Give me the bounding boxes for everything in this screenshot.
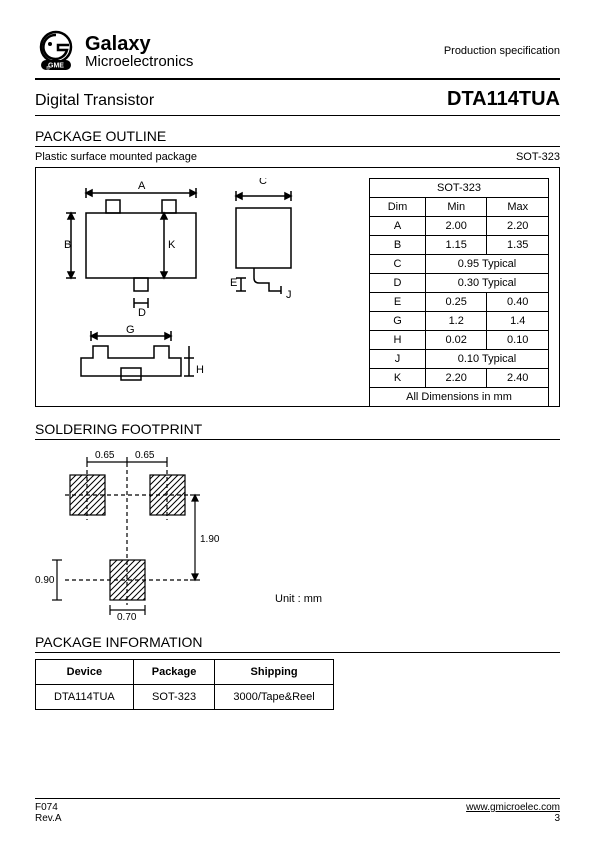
dim-cell: 2.20: [425, 369, 486, 388]
svg-text:A: A: [138, 180, 146, 192]
footer-url: www.gmicroelec.com: [466, 802, 560, 813]
dim-cell: H: [370, 331, 426, 350]
dim-cell: J: [370, 350, 426, 369]
dim-row: D0.30 Typical: [370, 274, 549, 293]
dim-row: C0.95 Typical: [370, 255, 549, 274]
footer-rev: Rev.A: [35, 813, 62, 824]
dim-cell: 0.40: [487, 293, 549, 312]
title-rule: [35, 115, 560, 116]
dim-row: A2.002.20: [370, 217, 549, 236]
pkginfo-device: DTA114TUA: [36, 685, 134, 710]
dim-cell: 1.4: [487, 312, 549, 331]
dim-cell: A: [370, 217, 426, 236]
dim-cell: D: [370, 274, 426, 293]
footer-left: F074 Rev.A: [35, 802, 62, 824]
brand-name-top: Galaxy: [85, 34, 193, 54]
brand-name-bottom: Microelectronics: [85, 54, 193, 69]
dim-row: J0.10 Typical: [370, 350, 549, 369]
title-row: Digital Transistor DTA114TUA: [35, 88, 560, 111]
dimension-table: SOT-323 Dim Min Max A2.002.20B1.151.35C0…: [369, 178, 549, 407]
dim-col-min: Min: [425, 198, 486, 217]
package-description: Plastic surface mounted package: [35, 151, 197, 163]
dim-cell: 2.20: [487, 217, 549, 236]
svg-text:D: D: [138, 307, 146, 319]
footer-right: www.gmicroelec.com 3: [466, 802, 560, 824]
page-header: GME ® Galaxy Microelectronics Production…: [35, 30, 560, 72]
dim-row: H0.020.10: [370, 331, 549, 350]
dim-cell: 0.95 Typical: [425, 255, 548, 274]
dim-row: E0.250.40: [370, 293, 549, 312]
brand-text: Galaxy Microelectronics: [85, 34, 193, 69]
package-subrow: Plastic surface mounted package SOT-323: [35, 151, 560, 163]
dim-cell: B: [370, 236, 426, 255]
section-package-info: PACKAGE INFORMATION: [35, 634, 560, 653]
dim-cell: 2.40: [487, 369, 549, 388]
svg-text:J: J: [286, 289, 292, 301]
footer-page: 3: [466, 813, 560, 824]
dim-cell: 0.02: [425, 331, 486, 350]
pkginfo-package: SOT-323: [133, 685, 215, 710]
svg-text:1.90: 1.90: [200, 534, 220, 545]
svg-text:®: ®: [46, 65, 50, 72]
svg-text:0.90: 0.90: [35, 575, 55, 586]
footprint-diagram-icon: 0.65 0.65 1.90 0.90 0.70: [35, 450, 255, 620]
pkginfo-col-shipping: Shipping: [215, 660, 333, 685]
logo-badge-text: GME: [48, 63, 64, 70]
dim-cell: 1.35: [487, 236, 549, 255]
part-number: DTA114TUA: [447, 88, 560, 111]
section-package-outline: PACKAGE OUTLINE: [35, 128, 560, 147]
footer-code: F074: [35, 802, 62, 813]
dim-row: G1.21.4: [370, 312, 549, 331]
pkginfo-shipping: 3000/Tape&Reel: [215, 685, 333, 710]
package-type: SOT-323: [516, 151, 560, 163]
dim-cell: C: [370, 255, 426, 274]
dim-table-footer: All Dimensions in mm: [370, 388, 549, 407]
svg-text:0.65: 0.65: [135, 450, 155, 461]
product-subtype: Digital Transistor: [35, 92, 154, 110]
footprint-unit: Unit : mm: [275, 593, 322, 620]
logo-block: GME ® Galaxy Microelectronics: [35, 30, 193, 72]
dim-cell: 0.25: [425, 293, 486, 312]
dim-col-dim: Dim: [370, 198, 426, 217]
dim-cell: 1.2: [425, 312, 486, 331]
dim-col-max: Max: [487, 198, 549, 217]
header-rule: [35, 78, 560, 80]
dim-cell: G: [370, 312, 426, 331]
dim-row: K2.202.40: [370, 369, 549, 388]
package-drawings: A B K D C E J G: [46, 178, 354, 396]
svg-text:E: E: [230, 277, 237, 289]
dim-cell: E: [370, 293, 426, 312]
svg-text:B: B: [64, 239, 71, 251]
dim-cell: 1.15: [425, 236, 486, 255]
dim-cell: 0.10 Typical: [425, 350, 548, 369]
dim-table-title: SOT-323: [370, 179, 549, 198]
dim-row: B1.151.35: [370, 236, 549, 255]
svg-text:C: C: [259, 178, 267, 187]
dim-cell: K: [370, 369, 426, 388]
dim-cell: 0.10: [487, 331, 549, 350]
svg-text:H: H: [196, 364, 204, 376]
dim-cell: 2.00: [425, 217, 486, 236]
dim-cell: 0.30 Typical: [425, 274, 548, 293]
svg-text:K: K: [168, 239, 176, 251]
package-diagram-icon: A B K D C E J G: [46, 178, 346, 398]
brand-logo-icon: GME ®: [35, 30, 77, 72]
spec-label: Production specification: [444, 45, 560, 57]
pkginfo-col-package: Package: [133, 660, 215, 685]
outline-box: A B K D C E J G: [35, 167, 560, 407]
svg-text:0.65: 0.65: [95, 450, 115, 461]
svg-text:G: G: [126, 324, 135, 336]
svg-text:0.70: 0.70: [117, 612, 137, 620]
package-info-table: Device Package Shipping DTA114TUA SOT-32…: [35, 659, 334, 710]
page-footer: F074 Rev.A www.gmicroelec.com 3: [35, 798, 560, 824]
section-soldering-footprint: SOLDERING FOOTPRINT: [35, 421, 560, 440]
footprint-area: 0.65 0.65 1.90 0.90 0.70 Unit : mm: [35, 450, 560, 620]
pkginfo-col-device: Device: [36, 660, 134, 685]
